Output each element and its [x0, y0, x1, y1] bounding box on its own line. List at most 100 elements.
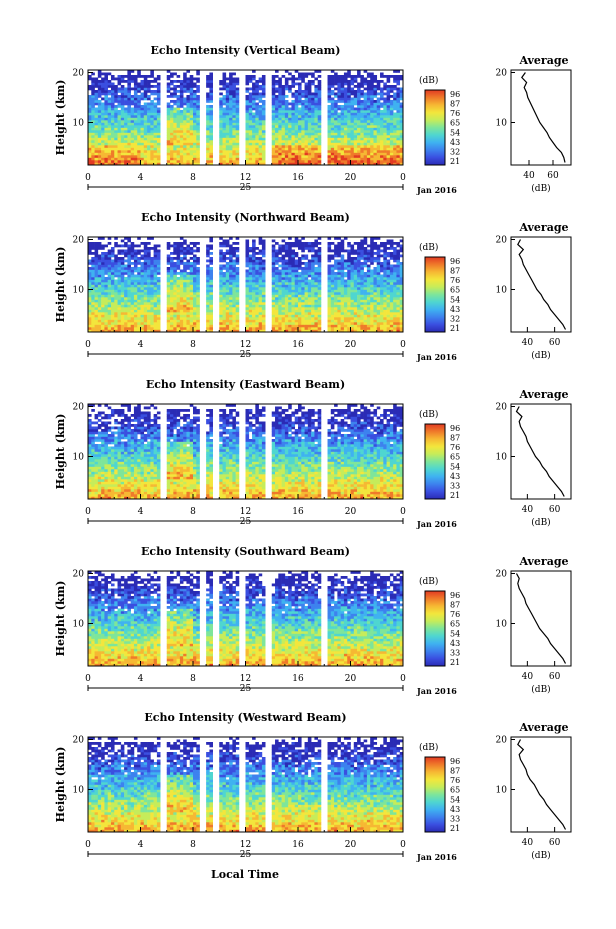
heatmap-cell [130, 317, 135, 320]
heatmap-cell [120, 304, 125, 308]
heatmap-cell [330, 299, 335, 303]
heatmap-cell [327, 95, 332, 98]
heatmap-cell [370, 87, 374, 91]
heatmap-cell [317, 307, 322, 310]
heatmap-cell [219, 105, 223, 108]
heatmap-cell [261, 157, 266, 161]
heatmap-cell [396, 122, 401, 126]
heatmap-cell [330, 157, 335, 161]
heatmap-cell [330, 152, 335, 156]
heatmap-cell [97, 75, 102, 78]
heatmap-cell [245, 142, 250, 146]
heatmap-cell [110, 160, 115, 163]
heatmap-cell [120, 160, 125, 163]
heatmap-cell [117, 322, 122, 325]
heatmap-cell [229, 100, 233, 103]
heatmap-cell [245, 80, 250, 83]
heatmap-cell [248, 289, 253, 293]
heatmap-cell [370, 284, 374, 288]
heatmap-cell [206, 269, 210, 273]
heatmap-cell [130, 80, 135, 83]
heatmap-cell [291, 147, 296, 151]
heatmap-cell [179, 140, 184, 143]
heatmap-cell [179, 80, 184, 83]
heatmap-cell [107, 137, 112, 141]
heatmap-cell [396, 80, 401, 83]
heatmap-cell [317, 299, 322, 303]
heatmap-cell [304, 322, 309, 325]
heatmap-cell [127, 95, 131, 98]
heatmap-cell [393, 155, 397, 158]
heatmap-cell [189, 85, 194, 88]
heatmap-cell [248, 284, 253, 288]
heatmap-cell [245, 102, 250, 106]
heatmap-cell [143, 297, 148, 300]
heatmap-cell [196, 272, 200, 275]
heatmap-cell [330, 297, 335, 300]
heatmap-cell [222, 140, 227, 143]
heatmap-cell [252, 289, 256, 293]
heatmap-cell [376, 135, 381, 138]
heatmap-cell [209, 319, 213, 323]
heatmap-cell [183, 75, 187, 78]
heatmap-cell [386, 322, 391, 325]
heatmap-cell [88, 277, 92, 280]
heatmap-cell [255, 327, 259, 330]
heatmap-cell [275, 130, 279, 133]
heatmap-cell [347, 324, 351, 328]
heatmap-cell [124, 130, 128, 133]
heatmap-cell [294, 90, 299, 93]
heatmap-cell [229, 327, 233, 330]
heatmap-cell [94, 117, 99, 121]
heatmap-cell [183, 135, 187, 138]
heatmap-cell [88, 110, 92, 113]
heatmap-cell [373, 135, 378, 138]
heatmap-cell [307, 284, 312, 288]
heatmap-cell [124, 317, 128, 320]
heatmap-cell [183, 117, 187, 121]
heatmap-cell [124, 97, 128, 101]
heatmap-cell [252, 92, 256, 96]
heatmap-cell [186, 127, 191, 131]
heatmap-cell [363, 304, 368, 308]
heatmap-cell [288, 277, 292, 280]
heatmap-cell [107, 107, 112, 111]
heatmap-cell [94, 115, 99, 118]
heatmap-cell [222, 304, 227, 308]
heatmap-cell [350, 100, 355, 103]
heatmap-cell [370, 292, 374, 295]
heatmap-cell [340, 317, 345, 320]
heatmap-cell [143, 294, 148, 298]
heatmap-cell [317, 269, 322, 273]
heatmap-cell [376, 274, 381, 278]
heatmap-cell [176, 130, 181, 133]
heatmap-cell [156, 160, 161, 163]
heatmap-cell [137, 97, 141, 101]
heatmap-cell [317, 152, 322, 156]
heatmap-cell [294, 132, 299, 136]
heatmap-cell [281, 115, 286, 118]
heatmap-cell [222, 274, 227, 278]
heatmap-cell [183, 145, 187, 148]
heatmap-cell [275, 100, 279, 103]
heatmap-cell [340, 90, 345, 93]
heatmap-cell [179, 299, 184, 303]
heatmap-cell [330, 147, 335, 151]
heatmap-cell [232, 297, 236, 300]
heatmap-cell [179, 294, 184, 298]
heatmap-cell [278, 77, 282, 81]
heatmap-cell [278, 282, 282, 285]
heatmap-cell [127, 304, 131, 308]
heatmap-cell [222, 147, 227, 151]
heatmap-cell [330, 284, 335, 288]
heatmap-cell [107, 140, 112, 143]
heatmap-cell [261, 110, 266, 113]
heatmap-cell [150, 289, 154, 293]
heatmap-cell [307, 274, 312, 278]
heatmap-cell [189, 284, 194, 288]
heatmap-cell [386, 147, 391, 151]
heatmap-cell [114, 152, 118, 156]
heatmap-cell [343, 299, 348, 303]
heatmap-cell [127, 147, 131, 151]
heatmap-cell [209, 284, 213, 288]
